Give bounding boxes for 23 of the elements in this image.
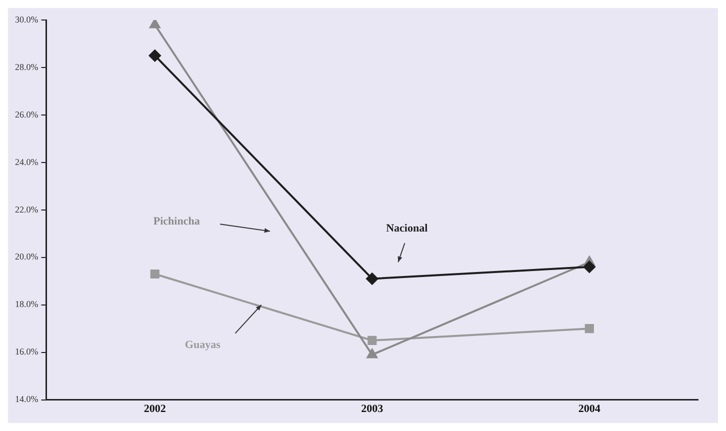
- y-tick-label: 30.0%: [14, 14, 39, 24]
- point: [366, 272, 378, 285]
- x-tick-label: 2004: [578, 403, 601, 416]
- x-tick-label: 2002: [144, 403, 166, 416]
- y-tick-label: 16.0%: [14, 346, 39, 357]
- y-tick-label: 28.0%: [14, 62, 39, 72]
- text: Pichincha: [153, 216, 200, 228]
- y-tick-label: 18.0%: [14, 299, 39, 310]
- y-tick-label: 20.0%: [14, 252, 39, 262]
- x-tick-label: 2003: [361, 403, 384, 416]
- point: [584, 324, 594, 334]
- y-tick-label: 24.0%: [14, 156, 39, 167]
- point: [148, 50, 161, 62]
- y-tick-label: 14.0%: [14, 394, 39, 404]
- y-tick-label: 22.0%: [14, 204, 39, 214]
- point: [583, 260, 596, 273]
- point: [366, 348, 378, 358]
- point: [150, 20, 160, 28]
- text: Guayas: [184, 339, 222, 352]
- y-tick-label: 26.0%: [14, 109, 39, 120]
- point: [150, 269, 160, 279]
- point: [368, 336, 377, 345]
- text: Nacional: [386, 222, 428, 235]
